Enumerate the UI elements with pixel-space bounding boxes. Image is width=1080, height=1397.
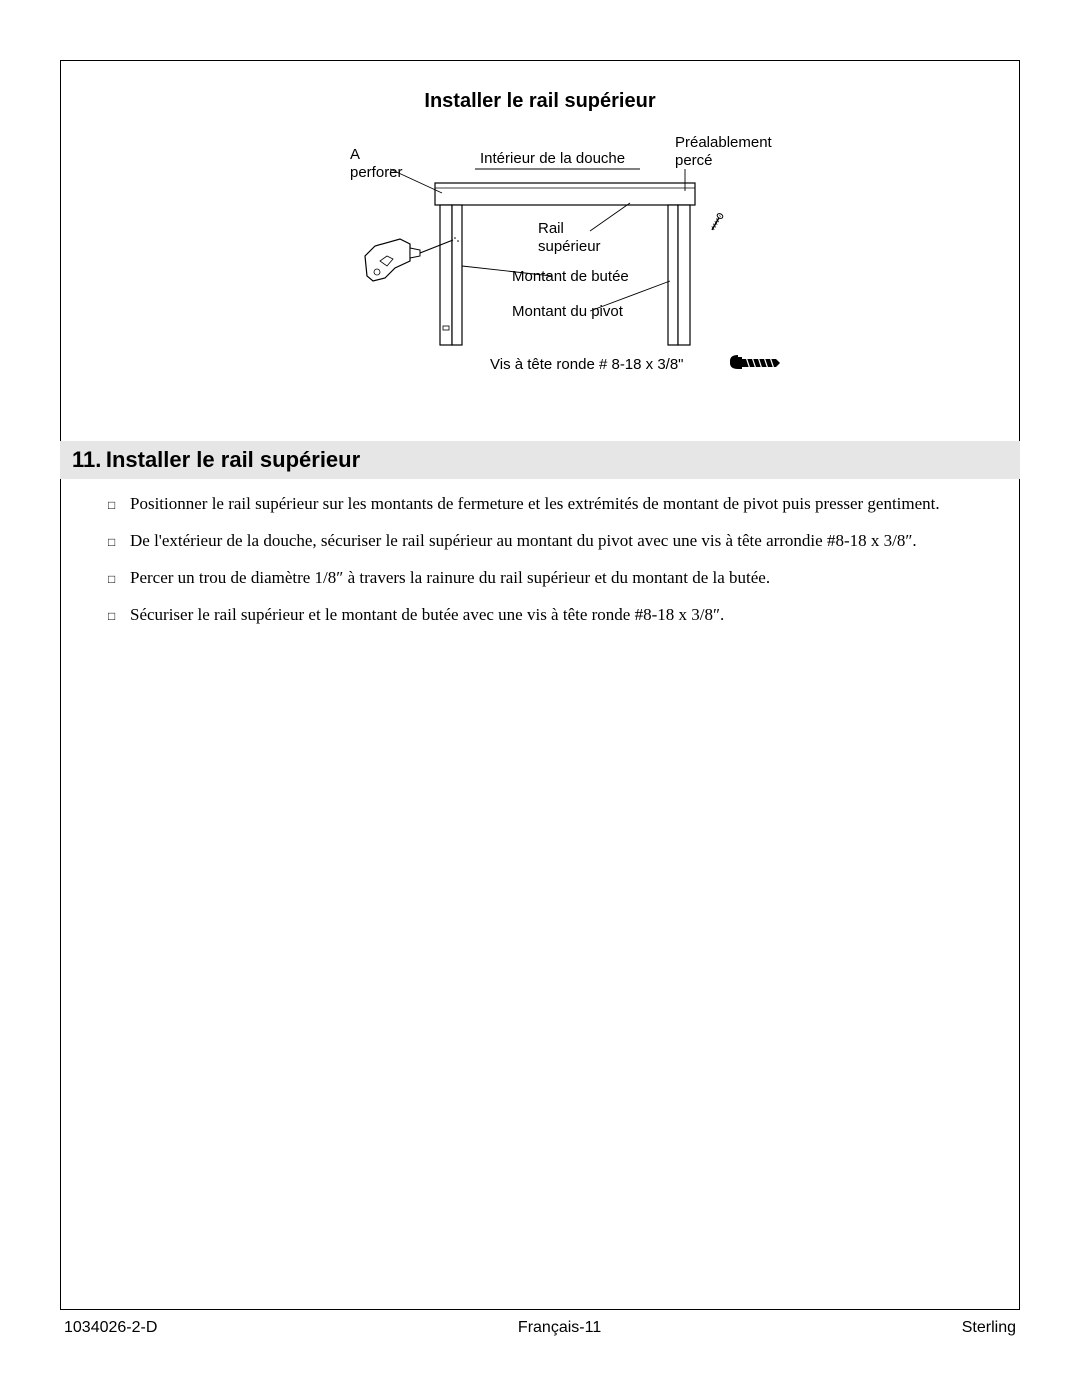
bullet-marker: □ <box>108 530 130 553</box>
label-rail-2: supérieur <box>538 238 601 255</box>
section-heading-bar: 11. Installer le rail supérieur <box>60 441 1020 479</box>
page-footer: 1034026-2-D Français-11 Sterling <box>60 1319 1020 1337</box>
bullet-marker: □ <box>108 567 130 590</box>
list-item: □ De l'extérieur de la douche, sécuriser… <box>108 530 992 553</box>
label-a-perforer-2: perforer <box>350 164 403 181</box>
figure-title: Installer le rail supérieur <box>60 90 1020 113</box>
label-prealablement-1: Préalablement <box>675 134 773 151</box>
footer-left: 1034026-2-D <box>64 1319 157 1337</box>
bullet-marker: □ <box>108 493 130 516</box>
list-item: □ Positionner le rail supérieur sur les … <box>108 493 992 516</box>
list-item: □ Sécuriser le rail supérieur et le mont… <box>108 604 992 627</box>
label-rail-1: Rail <box>538 220 564 237</box>
label-a-perforer-1: A <box>350 146 360 163</box>
installation-diagram: A perforer Intérieur de la douche Préala… <box>280 131 800 421</box>
section-title: Installer le rail supérieur <box>106 447 360 472</box>
section-number: 11. <box>72 447 101 472</box>
label-montant-pivot: Montant du pivot <box>512 303 624 320</box>
label-vis: Vis à tête ronde # 8-18 x 3/8" <box>490 356 684 373</box>
label-interieur: Intérieur de la douche <box>480 150 625 167</box>
bullet-text: Percer un trou de diamètre 1/8″ à traver… <box>130 567 992 590</box>
label-montant-butee: Montant de butée <box>512 268 629 285</box>
page-content: Installer le rail supérieur <box>60 60 1020 641</box>
instruction-list: □ Positionner le rail supérieur sur les … <box>60 479 1020 627</box>
bullet-marker: □ <box>108 604 130 627</box>
footer-center: Français-11 <box>518 1319 601 1337</box>
figure-area: Installer le rail supérieur <box>60 60 1020 421</box>
footer-right: Sterling <box>962 1319 1016 1337</box>
bullet-text: De l'extérieur de la douche, sécuriser l… <box>130 530 992 553</box>
bullet-text: Sécuriser le rail supérieur et le montan… <box>130 604 992 627</box>
label-prealablement-2: percé <box>675 152 713 169</box>
bullet-text: Positionner le rail supérieur sur les mo… <box>130 493 992 516</box>
list-item: □ Percer un trou de diamètre 1/8″ à trav… <box>108 567 992 590</box>
